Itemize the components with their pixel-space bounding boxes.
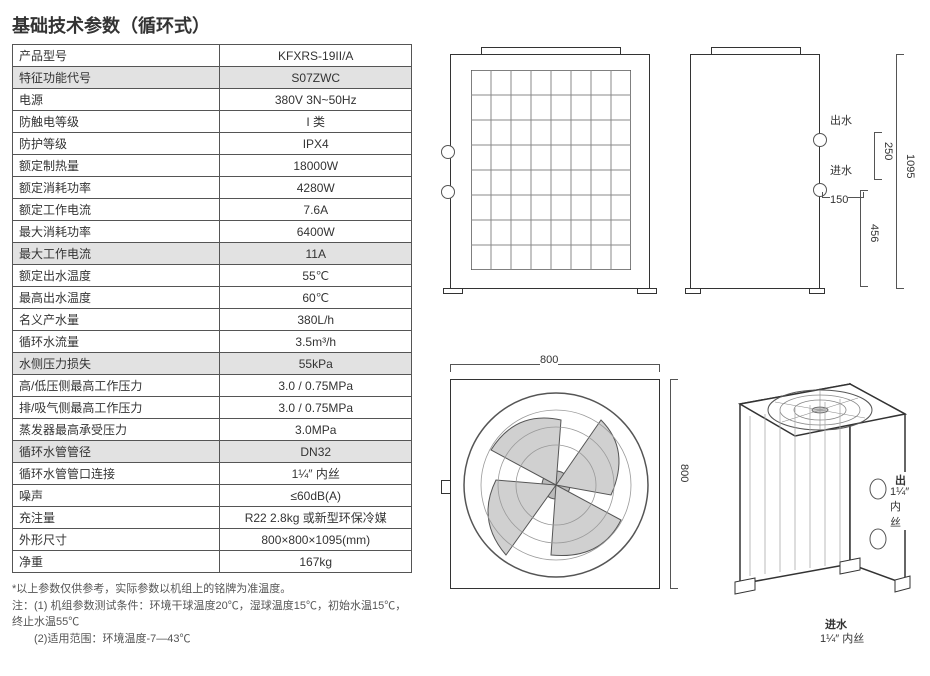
spec-value: 1¼″ 内丝 xyxy=(220,463,412,485)
dim-800w: 800 xyxy=(540,354,558,366)
spec-row: 充注量R22 2.8kg 或新型环保冷媒 xyxy=(13,507,412,529)
spec-row: 产品型号KFXRS-19II/A xyxy=(13,45,412,67)
spec-row: 排/吸气侧最高工作压力3.0 / 0.75MPa xyxy=(13,397,412,419)
dim-1095: 1095 xyxy=(904,154,916,178)
spec-row: 蒸发器最高承受压力3.0MPa xyxy=(13,419,412,441)
spec-value: DN32 xyxy=(220,441,412,463)
spec-row: 特征功能代号S07ZWC xyxy=(13,67,412,89)
spec-label: 外形尺寸 xyxy=(13,529,220,551)
spec-row: 最高出水温度60℃ xyxy=(13,287,412,309)
spec-value: 11A xyxy=(220,243,412,265)
spec-value: 55kPa xyxy=(220,353,412,375)
spec-row: 循环水流量3.5m³/h xyxy=(13,331,412,353)
spec-value: 800×800×1095(mm) xyxy=(220,529,412,551)
spec-value: KFXRS-19II/A xyxy=(220,45,412,67)
spec-row: 循环水管管径DN32 xyxy=(13,441,412,463)
spec-value: 60℃ xyxy=(220,287,412,309)
spec-label: 水侧压力损失 xyxy=(13,353,220,375)
spec-value: 7.6A xyxy=(220,199,412,221)
spec-value: 18000W xyxy=(220,155,412,177)
spec-label: 循环水管管径 xyxy=(13,441,220,463)
dim-250: 250 xyxy=(882,142,894,160)
spec-row: 额定消耗功率4280W xyxy=(13,177,412,199)
spec-row: 循环水管管口连接1¼″ 内丝 xyxy=(13,463,412,485)
spec-row: 最大消耗功率6400W xyxy=(13,221,412,243)
spec-value: 4280W xyxy=(220,177,412,199)
spec-row: 最大工作电流11A xyxy=(13,243,412,265)
spec-value: 380V 3N~50Hz xyxy=(220,89,412,111)
spec-row: 电源380V 3N~50Hz xyxy=(13,89,412,111)
spec-value: S07ZWC xyxy=(220,67,412,89)
spec-label: 最大工作电流 xyxy=(13,243,220,265)
spec-label: 产品型号 xyxy=(13,45,220,67)
spec-row: 名义产水量380L/h xyxy=(13,309,412,331)
spec-label: 最高出水温度 xyxy=(13,287,220,309)
dim-150: 150 xyxy=(830,194,848,206)
spec-value: 167kg xyxy=(220,551,412,573)
spec-label: 防护等级 xyxy=(13,133,220,155)
dim-456: 456 xyxy=(868,224,880,242)
iso-out-thread: 1¼″ 内丝 xyxy=(890,486,910,530)
spec-label: 额定出水温度 xyxy=(13,265,220,287)
spec-value: 3.5m³/h xyxy=(220,331,412,353)
spec-value: 55℃ xyxy=(220,265,412,287)
spec-value: 380L/h xyxy=(220,309,412,331)
spec-value: IPX4 xyxy=(220,133,412,155)
spec-label: 最大消耗功率 xyxy=(13,221,220,243)
spec-label: 排/吸气侧最高工作压力 xyxy=(13,397,220,419)
spec-table: 产品型号KFXRS-19II/A特征功能代号S07ZWC电源380V 3N~50… xyxy=(12,44,412,573)
iso-in-thread: 1¼″ 内丝 xyxy=(820,630,864,646)
spec-label: 循环水流量 xyxy=(13,331,220,353)
spec-label: 特征功能代号 xyxy=(13,67,220,89)
spec-row: 防护等级IPX4 xyxy=(13,133,412,155)
label-in: 进水 xyxy=(830,162,852,178)
spec-row: 防触电等级I 类 xyxy=(13,111,412,133)
label-out: 出水 xyxy=(830,112,852,128)
spec-row: 净重167kg xyxy=(13,551,412,573)
spec-row: 外形尺寸800×800×1095(mm) xyxy=(13,529,412,551)
spec-label: 电源 xyxy=(13,89,220,111)
spec-value: 6400W xyxy=(220,221,412,243)
spec-label: 噪声 xyxy=(13,485,220,507)
spec-label: 额定消耗功率 xyxy=(13,177,220,199)
spec-row: 额定工作电流7.6A xyxy=(13,199,412,221)
spec-value: 3.0 / 0.75MPa xyxy=(220,397,412,419)
spec-row: 噪声≤60dB(A) xyxy=(13,485,412,507)
spec-value: 3.0MPa xyxy=(220,419,412,441)
spec-row: 额定制热量18000W xyxy=(13,155,412,177)
spec-label: 循环水管管口连接 xyxy=(13,463,220,485)
spec-label: 蒸发器最高承受压力 xyxy=(13,419,220,441)
spec-value: 3.0 / 0.75MPa xyxy=(220,375,412,397)
front-view xyxy=(450,54,650,289)
spec-label: 防触电等级 xyxy=(13,111,220,133)
spec-value: I 类 xyxy=(220,111,412,133)
spec-label: 净重 xyxy=(13,551,220,573)
dimensional-diagrams: 出水 进水 250 150 456 1095 800 xyxy=(430,44,910,664)
side-view xyxy=(690,54,820,289)
dim-800h: 800 xyxy=(678,464,690,482)
spec-row: 水侧压力损失55kPa xyxy=(13,353,412,375)
spec-label: 高/低压侧最高工作压力 xyxy=(13,375,220,397)
note-line: *以上参数仅供参考，实际参数以机组上的铭牌为准温度。 xyxy=(12,581,412,598)
page-title: 基础技术参数（循环式） xyxy=(12,12,918,38)
spec-row: 额定出水温度55℃ xyxy=(13,265,412,287)
spec-label: 额定制热量 xyxy=(13,155,220,177)
spec-label: 充注量 xyxy=(13,507,220,529)
spec-value: R22 2.8kg 或新型环保冷媒 xyxy=(220,507,412,529)
spec-value: ≤60dB(A) xyxy=(220,485,412,507)
top-view xyxy=(450,379,660,589)
note-line: 注：(1) 机组参数测试条件：环境干球温度20℃，湿球温度15℃，初始水温15℃… xyxy=(12,598,412,631)
isometric-view xyxy=(710,344,920,614)
spec-label: 名义产水量 xyxy=(13,309,220,331)
spec-row: 高/低压侧最高工作压力3.0 / 0.75MPa xyxy=(13,375,412,397)
spec-label: 额定工作电流 xyxy=(13,199,220,221)
note-line: (2)适用范围：环境温度-7—43℃ xyxy=(12,631,412,648)
